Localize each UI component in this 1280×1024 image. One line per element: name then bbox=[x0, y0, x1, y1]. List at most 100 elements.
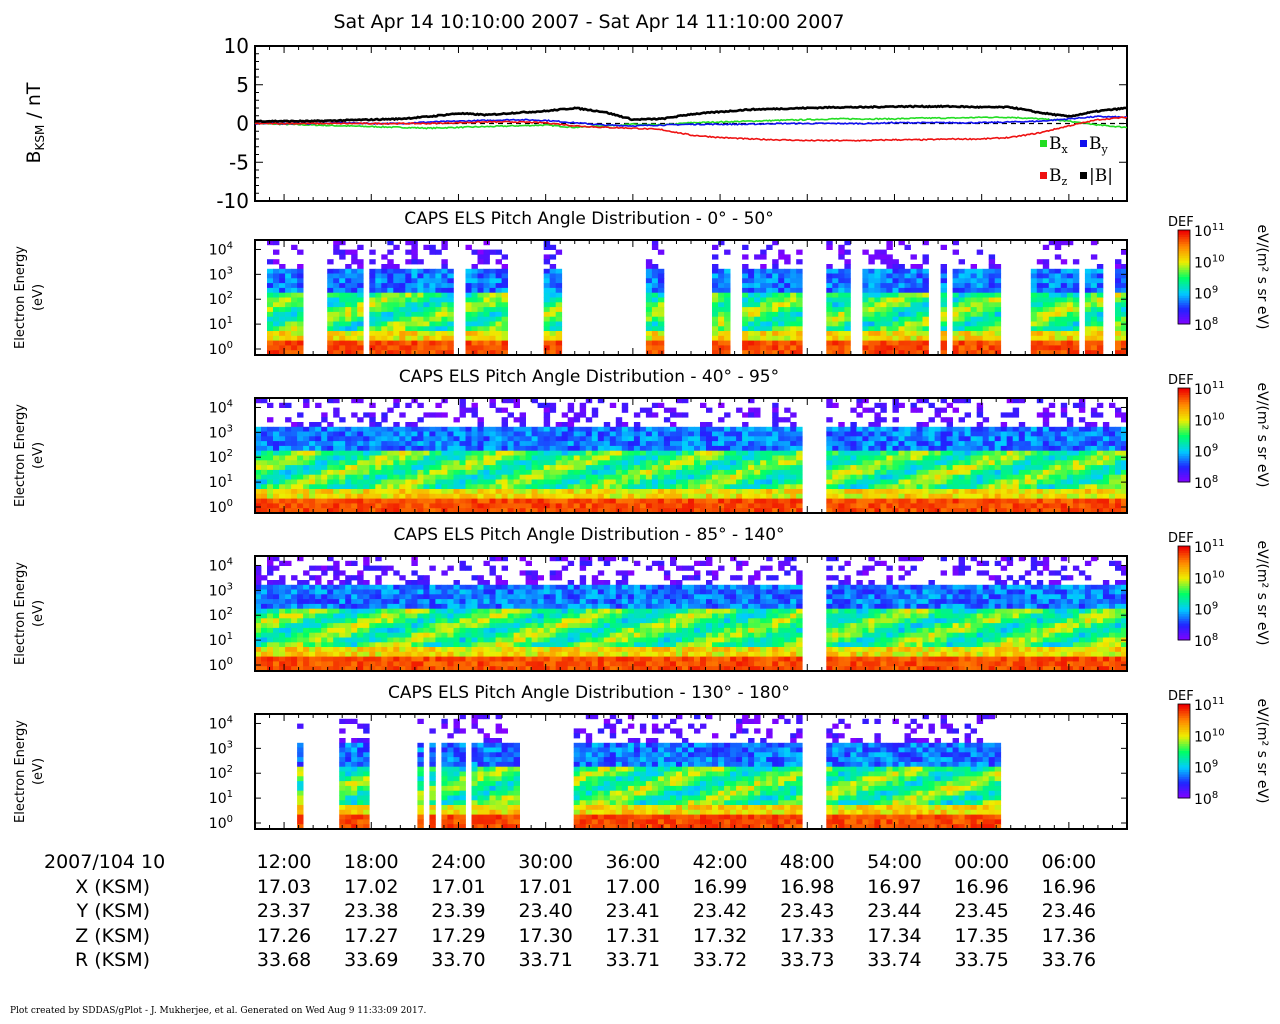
spectrogram-cell bbox=[441, 489, 448, 495]
spectrogram-cell bbox=[874, 249, 881, 255]
spectrogram-cell bbox=[369, 479, 376, 485]
spectrogram-cell bbox=[760, 249, 767, 255]
spectrogram-cell bbox=[868, 268, 875, 274]
spectrogram-cell bbox=[1102, 484, 1110, 490]
spectrogram-cell bbox=[856, 489, 863, 495]
spectrogram-cell bbox=[597, 479, 605, 485]
spectrogram-cell bbox=[910, 302, 917, 308]
spectrogram-cell bbox=[892, 402, 899, 408]
spectrogram-cell bbox=[694, 436, 701, 442]
spectrogram-cell bbox=[742, 431, 749, 437]
spectrogram-cell bbox=[1048, 498, 1056, 504]
spectrogram-cell bbox=[369, 297, 376, 303]
spectrogram-cell bbox=[297, 264, 304, 270]
spectrogram-cell bbox=[928, 417, 935, 423]
spectrogram-cell bbox=[471, 426, 478, 432]
spectrogram-cell bbox=[976, 445, 984, 452]
spectrogram-cell bbox=[712, 450, 719, 456]
spectrogram-cell bbox=[748, 316, 755, 322]
spectrogram-cell bbox=[555, 460, 563, 466]
spectrogram-cell bbox=[1024, 508, 1032, 514]
spectrogram-cell bbox=[519, 431, 526, 437]
spectrogram-cell bbox=[856, 445, 863, 452]
spectrogram-cell bbox=[988, 460, 996, 466]
spectrogram-cell bbox=[387, 503, 394, 509]
spectrogram-cell bbox=[874, 316, 881, 322]
spectrogram-cell bbox=[555, 345, 563, 351]
spectrogram-cell bbox=[471, 469, 478, 476]
spectrogram-cell bbox=[501, 297, 508, 303]
spectrogram-cell bbox=[387, 407, 394, 413]
spectrogram-cell bbox=[651, 350, 659, 356]
spectrogram-cell bbox=[555, 508, 563, 514]
spectrogram-cell bbox=[621, 503, 629, 509]
spectrogram-cell bbox=[832, 331, 839, 337]
spectrogram-cell bbox=[285, 479, 292, 485]
spectrogram-cell bbox=[321, 498, 328, 504]
spectrogram-cell bbox=[489, 345, 496, 351]
spectrogram-cell bbox=[417, 311, 424, 318]
spectrogram-cell bbox=[1036, 426, 1044, 432]
spectrogram-cell bbox=[916, 479, 923, 485]
spectrogram-cell bbox=[507, 503, 514, 509]
spectrogram-cell bbox=[375, 460, 382, 466]
spectrogram-cell bbox=[645, 292, 653, 298]
spectrogram-cell bbox=[579, 445, 587, 452]
spectrogram-cell bbox=[982, 311, 990, 318]
spectrogram-cell bbox=[916, 503, 923, 509]
spectrogram-cell bbox=[321, 479, 328, 485]
spectrogram-cell bbox=[718, 503, 725, 509]
spectrogram-cell bbox=[1121, 450, 1128, 456]
spectrogram-cell bbox=[309, 489, 316, 495]
spectrogram-cell bbox=[657, 441, 665, 447]
legend-label: Bx bbox=[1049, 134, 1069, 156]
spectrogram-cell bbox=[495, 474, 502, 480]
spectrogram-cell bbox=[772, 264, 779, 270]
spectrogram-cell bbox=[988, 297, 996, 303]
spectrogram-cell bbox=[273, 460, 280, 466]
spectrogram-cell bbox=[357, 398, 364, 404]
spectrogram-cell bbox=[898, 264, 905, 270]
spectrogram-cell bbox=[772, 407, 779, 413]
spectrogram-cell bbox=[279, 283, 286, 289]
spectrogram-cell bbox=[489, 331, 496, 337]
spectrogram-cell bbox=[826, 402, 833, 408]
spectrogram-cell bbox=[784, 326, 791, 332]
spectrogram-cell bbox=[465, 445, 472, 452]
spectrogram-cell bbox=[1096, 498, 1104, 504]
spectrogram-cell bbox=[567, 479, 575, 485]
spectrogram-cell bbox=[357, 244, 364, 250]
energy-tick-label: 100 bbox=[209, 340, 233, 358]
spectrogram-cell bbox=[838, 302, 845, 308]
spectrogram-cell bbox=[712, 287, 719, 294]
spectrogram-cell bbox=[730, 431, 737, 437]
spectrogram-cell bbox=[453, 426, 460, 432]
spectrogram-cell bbox=[1084, 489, 1092, 495]
spectrogram-cell bbox=[363, 484, 370, 490]
spectrogram-cell bbox=[645, 278, 653, 284]
colorbar-segment bbox=[1178, 255, 1190, 259]
spectrogram-cell bbox=[585, 460, 593, 466]
spectrogram-cell bbox=[1115, 436, 1122, 442]
spectrogram-cell bbox=[477, 259, 484, 265]
spectrogram-cell bbox=[435, 268, 442, 274]
spectrogram-cell bbox=[603, 455, 611, 461]
spectrogram-cell bbox=[874, 426, 881, 432]
spectrogram-cell bbox=[904, 287, 911, 294]
spectrogram-cell bbox=[435, 493, 442, 499]
spectrogram-cell bbox=[1121, 331, 1128, 337]
spectrogram-cell bbox=[862, 426, 869, 432]
spectrogram-cell bbox=[712, 316, 719, 322]
spectrogram-cell bbox=[657, 436, 665, 442]
spectrogram-cell bbox=[982, 436, 990, 442]
spectrogram-cell bbox=[712, 493, 719, 499]
spectrogram-cell bbox=[772, 278, 779, 284]
spectrogram-cell bbox=[958, 350, 965, 356]
spectrogram-cell bbox=[483, 426, 490, 432]
spectrogram-cell bbox=[441, 465, 448, 471]
spectrogram-cell bbox=[609, 503, 617, 509]
spectrogram-cell bbox=[465, 479, 472, 485]
spectrogram-cell bbox=[718, 493, 725, 499]
spectrogram-cell bbox=[447, 508, 454, 514]
spectrogram-cell bbox=[447, 479, 454, 485]
